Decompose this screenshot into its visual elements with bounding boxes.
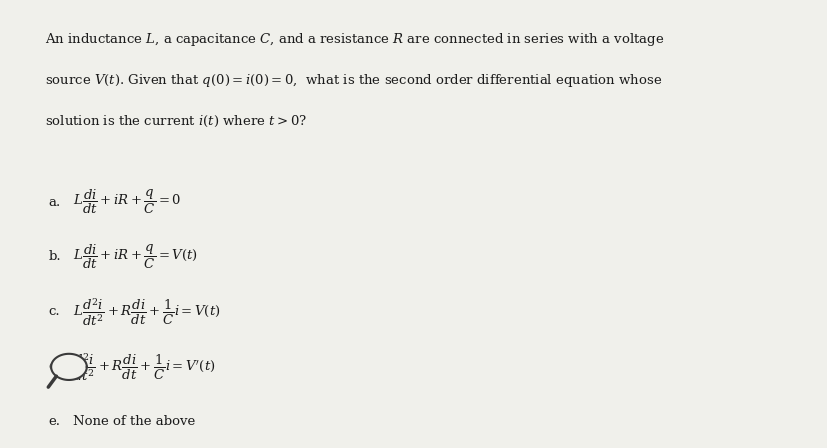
Text: d.: d. <box>49 360 61 373</box>
Text: $L\dfrac{d^2i}{dt^2} + R\dfrac{di}{dt} + \dfrac{1}{C}i = V(t)$: $L\dfrac{d^2i}{dt^2} + R\dfrac{di}{dt} +… <box>73 296 220 328</box>
Polygon shape <box>51 354 87 380</box>
Text: $L\dfrac{di}{dt} + iR + \dfrac{q}{C} = 0$: $L\dfrac{di}{dt} + iR + \dfrac{q}{C} = 0… <box>73 188 181 216</box>
Text: c.: c. <box>49 306 60 319</box>
Text: solution is the current $i(t)$ where $t > 0$?: solution is the current $i(t)$ where $t … <box>45 114 307 129</box>
Text: None of the above: None of the above <box>73 415 195 428</box>
Text: e.: e. <box>49 415 60 428</box>
Text: b.: b. <box>49 250 61 263</box>
Text: $L\dfrac{di}{dt} + iR + \dfrac{q}{C} = V(t)$: $L\dfrac{di}{dt} + iR + \dfrac{q}{C} = V… <box>73 243 198 271</box>
Text: source $V(t)$. Given that $q(0) = i(0) = 0$,  what is the second order different: source $V(t)$. Given that $q(0) = i(0) =… <box>45 72 661 89</box>
Text: a.: a. <box>49 195 61 208</box>
Text: An inductance $L$, a capacitance $C$, and a resistance $R$ are connected in seri: An inductance $L$, a capacitance $C$, an… <box>45 30 663 47</box>
Text: $\dfrac{d^2i}{dt^2} + R\dfrac{di}{dt} + \dfrac{1}{C}i = V'(t)$: $\dfrac{d^2i}{dt^2} + R\dfrac{di}{dt} + … <box>73 351 215 383</box>
